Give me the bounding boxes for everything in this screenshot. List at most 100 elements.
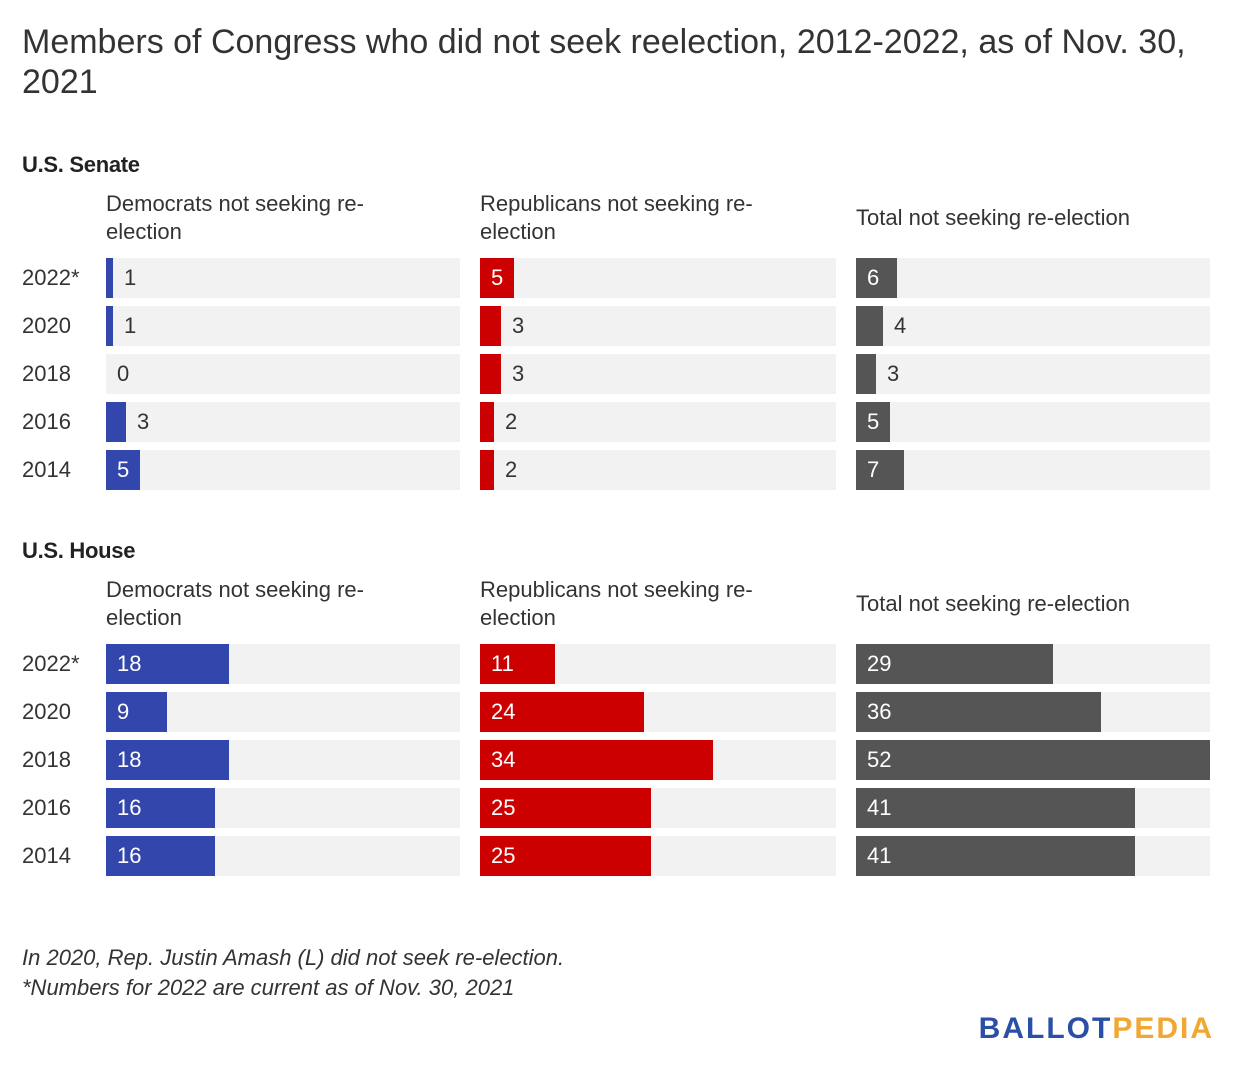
section-title: U.S. Senate — [22, 152, 140, 177]
data-label: 16 — [117, 795, 142, 820]
data-label: 5 — [491, 265, 504, 290]
data-label: 5 — [117, 457, 130, 482]
series-header: Democrats not seeking re-election — [106, 577, 364, 630]
year-label: 2020 — [22, 313, 71, 338]
data-label: 4 — [894, 313, 907, 338]
data-label: 16 — [117, 843, 142, 868]
data-label: 2 — [505, 409, 518, 434]
data-label: 29 — [867, 651, 892, 676]
year-label: 2014 — [22, 457, 71, 482]
bar — [480, 450, 494, 490]
bar — [106, 450, 140, 490]
data-label: 3 — [137, 409, 150, 434]
bar — [856, 692, 1101, 732]
bar-track: 25 — [480, 836, 836, 876]
bar-track: 41 — [856, 836, 1210, 876]
data-label: 6 — [867, 265, 880, 290]
data-label: 25 — [491, 795, 516, 820]
data-label: 1 — [124, 265, 137, 290]
bar-track: 1 — [106, 258, 460, 298]
bar — [856, 258, 897, 298]
data-label: 2 — [505, 457, 518, 482]
bar-track: 18 — [106, 644, 460, 684]
bar-track: 9 — [106, 692, 460, 732]
bar — [856, 306, 883, 346]
series-header: Total not seeking re-election — [856, 205, 1130, 230]
series-header: Total not seeking re-election — [856, 591, 1130, 616]
bar — [856, 450, 904, 490]
year-label: 2014 — [22, 843, 71, 868]
bar-track: 11 — [480, 644, 836, 684]
bar — [480, 354, 501, 394]
bar — [106, 788, 215, 828]
data-label: 9 — [117, 699, 130, 724]
bar-track: 52 — [856, 740, 1210, 780]
data-label: 24 — [491, 699, 516, 724]
bar-track: 6 — [856, 258, 1210, 298]
bar — [856, 644, 1053, 684]
data-label: 7 — [867, 457, 880, 482]
section-title: U.S. House — [22, 538, 136, 563]
series-header: Democrats not seeking re-election — [106, 191, 364, 244]
series-header: Republicans not seeking re-election — [480, 191, 753, 244]
bar-track: 16 — [106, 788, 460, 828]
data-label: 52 — [867, 747, 892, 772]
bar-track: 3 — [480, 306, 836, 346]
data-label: 11 — [491, 651, 514, 676]
bar-track: 3 — [106, 402, 460, 442]
bar — [856, 740, 1210, 780]
year-label: 2022* — [22, 265, 80, 290]
year-label: 2022* — [22, 651, 80, 676]
year-label: 2020 — [22, 699, 71, 724]
data-label: 18 — [117, 651, 142, 676]
data-label: 3 — [512, 361, 525, 386]
bar-track: 41 — [856, 788, 1210, 828]
footnote-2022: *Numbers for 2022 are current as of Nov.… — [22, 975, 515, 1000]
data-label: 1 — [124, 313, 137, 338]
bar — [480, 402, 494, 442]
bar — [856, 354, 876, 394]
bar-track: 18 — [106, 740, 460, 780]
bar — [480, 644, 555, 684]
bar — [106, 402, 126, 442]
data-label: 25 — [491, 843, 516, 868]
bar — [106, 306, 113, 346]
footnote-amash: In 2020, Rep. Justin Amash (L) did not s… — [22, 945, 565, 970]
bar-track: 3 — [856, 354, 1210, 394]
bar-track: 2 — [480, 450, 836, 490]
bar-track: 4 — [856, 306, 1210, 346]
data-label: 18 — [117, 747, 142, 772]
bar-track: 1 — [106, 306, 460, 346]
bar — [106, 836, 215, 876]
bar-track: 5 — [856, 402, 1210, 442]
bar-track: 29 — [856, 644, 1210, 684]
bar — [856, 402, 890, 442]
bar — [480, 692, 644, 732]
bar-track: 16 — [106, 836, 460, 876]
data-label: 3 — [512, 313, 525, 338]
bar-track: 7 — [856, 450, 1210, 490]
bar-track: 25 — [480, 788, 836, 828]
bar — [106, 644, 229, 684]
data-label: 41 — [867, 843, 892, 868]
bar — [106, 258, 113, 298]
bar-track: 5 — [480, 258, 836, 298]
data-label: 5 — [867, 409, 880, 434]
bar — [856, 788, 1135, 828]
bar — [480, 306, 501, 346]
bar — [106, 692, 167, 732]
bar-track: 0 — [106, 354, 460, 394]
bar-track: 34 — [480, 740, 836, 780]
bar — [480, 740, 713, 780]
bar-track: 36 — [856, 692, 1210, 732]
year-label: 2016 — [22, 409, 71, 434]
data-label: 36 — [867, 699, 892, 724]
year-label: 2018 — [22, 361, 71, 386]
bar — [856, 836, 1135, 876]
data-label: 34 — [491, 747, 516, 772]
data-label: 0 — [117, 361, 130, 386]
bar — [480, 788, 651, 828]
bar-track: 3 — [480, 354, 836, 394]
bar-track: 2 — [480, 402, 836, 442]
ballotpedia-logo: BALLOTPEDIA — [978, 1012, 1214, 1045]
